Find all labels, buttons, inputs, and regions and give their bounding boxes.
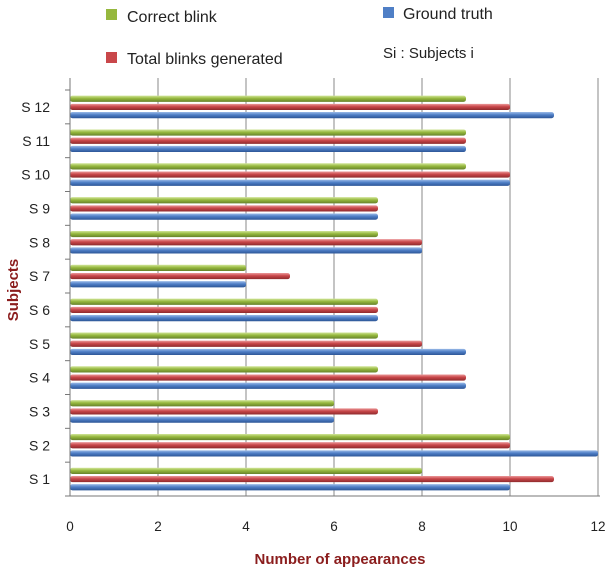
bar-total-blinks-generated [70, 442, 510, 449]
legend-label-ground-truth: Ground truth [403, 6, 493, 23]
bar-ground-truth [70, 315, 378, 322]
bar-correct-blink [70, 163, 466, 170]
legend-swatch-ground-truth [383, 7, 394, 18]
bar-total-blinks-generated [70, 475, 554, 483]
y-axis-title: Subjects [5, 259, 22, 322]
bar-correct-blink [70, 400, 334, 407]
bar-correct-blink [70, 433, 510, 441]
bar-ground-truth [70, 348, 466, 356]
bar-correct-blink [70, 197, 378, 204]
subjects-note: Si : Subjects i [383, 45, 474, 62]
y-tick-label: S 3 [29, 403, 50, 419]
bar-total-blinks-generated [70, 340, 422, 347]
y-tick-label: S 2 [29, 437, 50, 453]
x-tick-label: 2 [154, 519, 162, 534]
legend-label-correct-blink: Correct blink [127, 9, 218, 26]
bar-ground-truth [70, 247, 422, 254]
y-tick-label: S 4 [29, 370, 50, 386]
x-tick-label: 6 [330, 519, 338, 534]
bar-correct-blink [70, 230, 378, 238]
x-tick-labels: 0 2 4 6 8 10 12 [66, 519, 605, 534]
y-tick-label: S 10 [21, 167, 50, 183]
y-tick-label: S 5 [29, 336, 50, 352]
x-tick-label: 10 [502, 519, 517, 534]
bar-ground-truth [70, 281, 246, 288]
bars [70, 95, 598, 491]
bar-ground-truth [70, 484, 510, 491]
bar-correct-blink [70, 467, 422, 474]
y-tick-label: S 1 [29, 471, 50, 487]
bar-ground-truth [70, 450, 598, 457]
bar-correct-blink [70, 264, 246, 271]
y-tick-label: S 12 [21, 99, 50, 115]
bar-total-blinks-generated [70, 272, 290, 280]
bar-total-blinks-generated [70, 408, 378, 415]
x-axis-title: Number of appearances [255, 551, 426, 568]
bar-correct-blink [70, 332, 378, 339]
y-tick-label: S 6 [29, 302, 50, 318]
legend-swatch-correct-blink [106, 9, 117, 20]
axes [65, 78, 600, 497]
bar-ground-truth [70, 145, 466, 153]
bar-total-blinks-generated [70, 103, 510, 111]
bar-total-blinks-generated [70, 306, 378, 314]
bar-ground-truth [70, 213, 378, 220]
bar-total-blinks-generated [70, 239, 422, 246]
bar-correct-blink [70, 366, 378, 373]
bar-correct-blink [70, 298, 378, 305]
x-tick-label: 8 [418, 519, 426, 534]
x-tick-label: 4 [242, 519, 250, 534]
bar-ground-truth [70, 179, 510, 186]
legend: Correct blink Ground truth Total blinks … [106, 6, 493, 68]
bar-correct-blink [70, 95, 466, 102]
bar-ground-truth [70, 112, 554, 119]
y-tick-label: S 7 [29, 268, 50, 284]
bar-total-blinks-generated [70, 171, 510, 178]
bar-ground-truth [70, 382, 466, 389]
y-tick-labels: S 1 S 2 S 3 S 4 S 5 S 6 S 7 S 8 S 9 S 10 S 11 S 12 [21, 99, 50, 487]
legend-swatch-total-blinks [106, 52, 117, 63]
y-tick-label: S 11 [22, 133, 50, 149]
legend-label-total-blinks: Total blinks generated [127, 51, 283, 68]
x-tick-label: 12 [590, 519, 605, 534]
bar-total-blinks-generated [70, 137, 466, 144]
bar-correct-blink [70, 129, 466, 136]
y-tick-label: S 8 [29, 234, 50, 250]
bar-total-blinks-generated [70, 374, 466, 381]
bar-ground-truth [70, 416, 334, 423]
x-tick-label: 0 [66, 519, 74, 534]
bar-total-blinks-generated [70, 205, 378, 212]
y-tick-label: S 9 [29, 200, 50, 216]
